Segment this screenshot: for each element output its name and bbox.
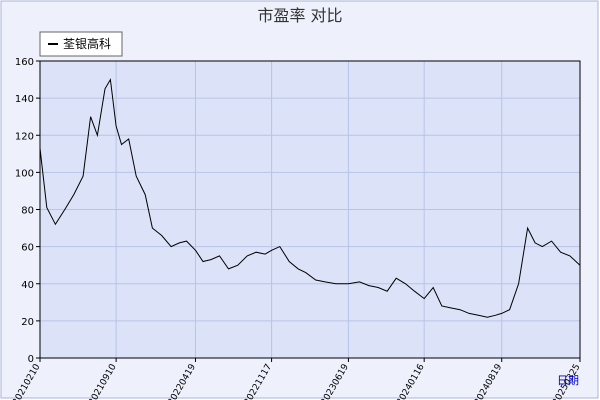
y-tick-label: 120 (15, 131, 34, 142)
series-line (39, 78, 581, 318)
y-tick-label: 160 (15, 57, 34, 68)
y-tick-label: 20 (21, 317, 34, 328)
y-tick-label: 60 (21, 243, 34, 254)
y-tick-label: 140 (15, 94, 34, 105)
y-tick-label: 0 (28, 354, 34, 365)
x-axis-label: 日期 (557, 374, 579, 387)
plot-border (39, 60, 581, 359)
y-tick-label: 80 (21, 206, 34, 217)
chart-title: 市盈率 对比 (257, 6, 342, 25)
y-tick-label: 100 (15, 168, 34, 179)
legend: 荃银高科 (39, 31, 123, 57)
legend-label: 荃银高科 (63, 36, 111, 51)
y-tick-label: 40 (21, 280, 34, 291)
